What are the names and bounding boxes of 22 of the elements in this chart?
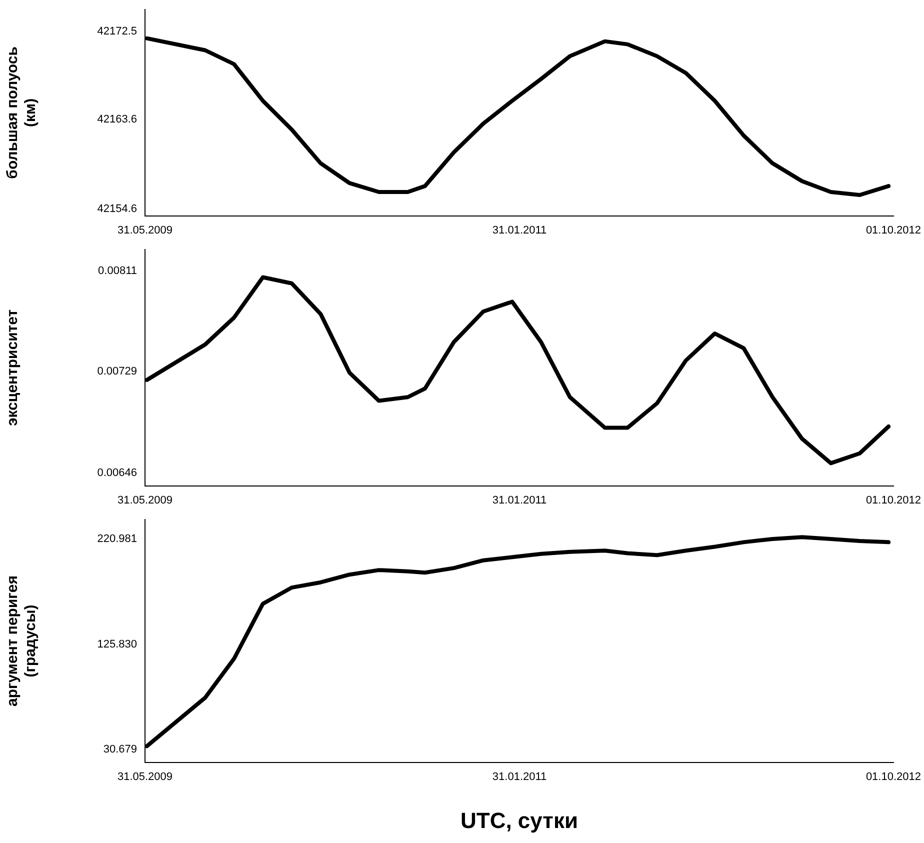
x-tick-label: 01.10.2012 [866,494,922,506]
y-tick-label: 42172.5 [97,25,137,38]
x-tick-label: 31.01.2011 [492,771,547,784]
y-axis-title: большая полуось (км) [4,46,40,179]
y-tick-label: 42163.6 [97,114,137,126]
x-tick-label: 31.05.2009 [117,224,173,236]
y-tick-label: 30.679 [103,744,137,756]
y-tick-label: 220.981 [97,533,137,546]
y-tick-label: 42154.6 [97,202,137,215]
y-axis-title: эксцентриситет [4,309,22,426]
x-axis-title: UTC, сутки [460,808,578,833]
x-tick-label: 31.01.2011 [492,494,547,506]
x-tick-label: 01.10.2012 [866,771,922,784]
x-tick-label: 31.01.2011 [492,224,547,236]
x-tick-label: 01.10.2012 [866,224,922,236]
y-tick-label: 0.00811 [98,265,137,278]
y-axis-title: аргумент перигея (градусы) [4,575,40,707]
x-tick-label: 31.05.2009 [117,771,173,784]
y-tick-label: 0.00729 [97,365,137,378]
y-tick-label: 125.830 [97,638,137,650]
y-tick-label: 0.00646 [97,466,137,479]
x-tick-label: 31.05.2009 [117,494,173,506]
